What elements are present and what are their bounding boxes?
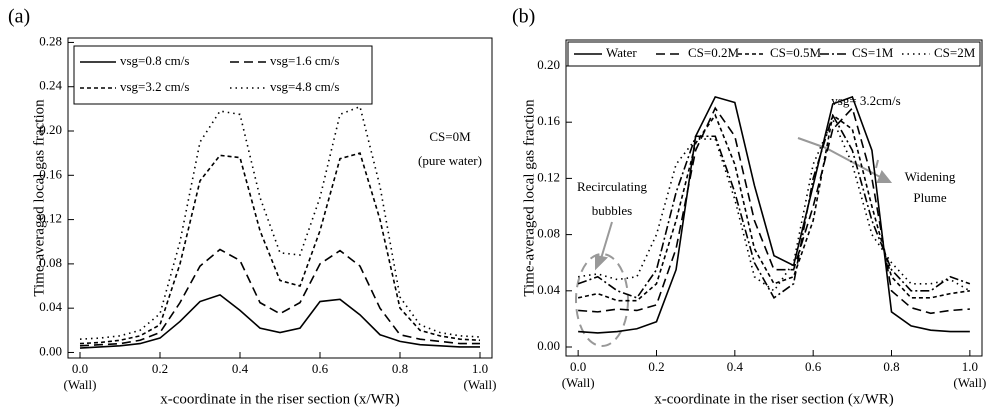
legend-label: vsg=1.6 cm/s [270, 53, 339, 68]
legend-label: CS=0.5M [770, 45, 821, 60]
y-tick-label: 0.08 [39, 255, 62, 270]
arrow-head [595, 254, 609, 271]
legend-label: CS=2M [934, 45, 976, 60]
arrow [875, 159, 879, 169]
legend-label: vsg=3.2 cm/s [120, 79, 189, 94]
series-line [79, 293, 480, 349]
annotation: CS=0M [429, 129, 471, 144]
wall-label: (Wall) [464, 377, 497, 392]
panel-label: (a) [8, 6, 30, 28]
x-tick-label: 0.2 [152, 361, 168, 376]
y-tick-label: 0.16 [39, 166, 62, 181]
x-tick-label: 0.8 [883, 359, 899, 374]
x-tick-label: 1.0 [472, 361, 488, 376]
y-tick-label: 0.12 [537, 169, 560, 184]
annotation: Plume [913, 190, 946, 205]
series-line [577, 113, 971, 300]
legend-frame [73, 45, 373, 105]
y-tick-label: 0.28 [39, 33, 62, 48]
legend-label: vsg=0.8 cm/s [120, 53, 189, 68]
x-tick-label: 1.0 [962, 359, 978, 374]
series-line [578, 117, 971, 292]
y-axis-label: Time-averaged local gas fraction [521, 99, 537, 297]
series-line [578, 106, 970, 315]
arrow [797, 137, 827, 149]
series-line [79, 105, 481, 340]
arrow [825, 147, 883, 179]
annotation: bubbles [592, 203, 632, 218]
y-axis-label: Time-averaged local gas fraction [31, 99, 47, 297]
y-tick-label: 0.08 [537, 226, 560, 241]
wall-label: (Wall) [562, 375, 595, 390]
y-tick-label: 0.04 [537, 282, 560, 297]
y-tick-label: 0.16 [537, 113, 560, 128]
x-axis-label: x-coordinate in the riser section (x/WR) [160, 391, 400, 407]
series-line [79, 152, 481, 345]
arrow-head [876, 170, 893, 183]
y-tick-label: 0.00 [39, 343, 62, 358]
wall-label: (Wall) [64, 377, 97, 392]
x-tick-label: 0.8 [392, 361, 408, 376]
plot-frame [67, 37, 493, 359]
annotation: Widening [905, 169, 956, 184]
plot-frame [565, 39, 983, 357]
annotation: (pure water) [418, 153, 482, 168]
legend-label: vsg=4.8 cm/s [270, 79, 339, 94]
annotation: vsg= 3.2cm/s [831, 93, 900, 108]
y-tick-label: 0.12 [39, 211, 62, 226]
decoration [575, 137, 893, 347]
x-tick-label: 0.0 [570, 359, 586, 374]
series-line [79, 248, 480, 347]
x-tick-label: 0.4 [232, 361, 249, 376]
wall-label: (Wall) [953, 375, 986, 390]
y-tick-label: 0.24 [39, 78, 62, 93]
y-tick-label: 0.20 [39, 122, 62, 137]
panel-label: (b) [512, 6, 535, 28]
x-tick-label: 0.6 [805, 359, 822, 374]
legend-label: CS=0.2M [688, 45, 739, 60]
y-tick-label: 0.20 [537, 57, 560, 72]
arrow [599, 221, 613, 263]
legend-label: Water [606, 45, 637, 60]
legend-label: CS=1M [852, 45, 894, 60]
annotation: Recirculating [577, 179, 648, 194]
x-tick-label: 0.2 [648, 359, 664, 374]
legend-frame [567, 41, 981, 67]
y-tick-label: 0.00 [537, 338, 560, 353]
series-line [577, 113, 970, 302]
y-tick-label: 0.04 [39, 299, 62, 314]
x-tick-label: 0.0 [72, 361, 88, 376]
x-tick-label: 0.4 [727, 359, 744, 374]
x-tick-label: 0.6 [312, 361, 329, 376]
x-axis-label: x-coordinate in the riser section (x/WR) [654, 391, 894, 407]
series-line [578, 95, 970, 334]
